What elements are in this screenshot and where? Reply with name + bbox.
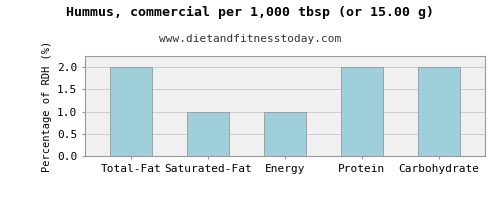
Bar (187, 112, 229, 156)
Bar (418, 67, 460, 156)
Y-axis label: Percentage of RDH (%): Percentage of RDH (%) (42, 40, 51, 172)
Text: www.dietandfitnesstoday.com: www.dietandfitnesstoday.com (159, 34, 341, 44)
Bar (341, 67, 383, 156)
Text: Hummus, commercial per 1,000 tbsp (or 15.00 g): Hummus, commercial per 1,000 tbsp (or 15… (66, 6, 434, 19)
Bar (264, 112, 306, 156)
Bar (110, 67, 152, 156)
